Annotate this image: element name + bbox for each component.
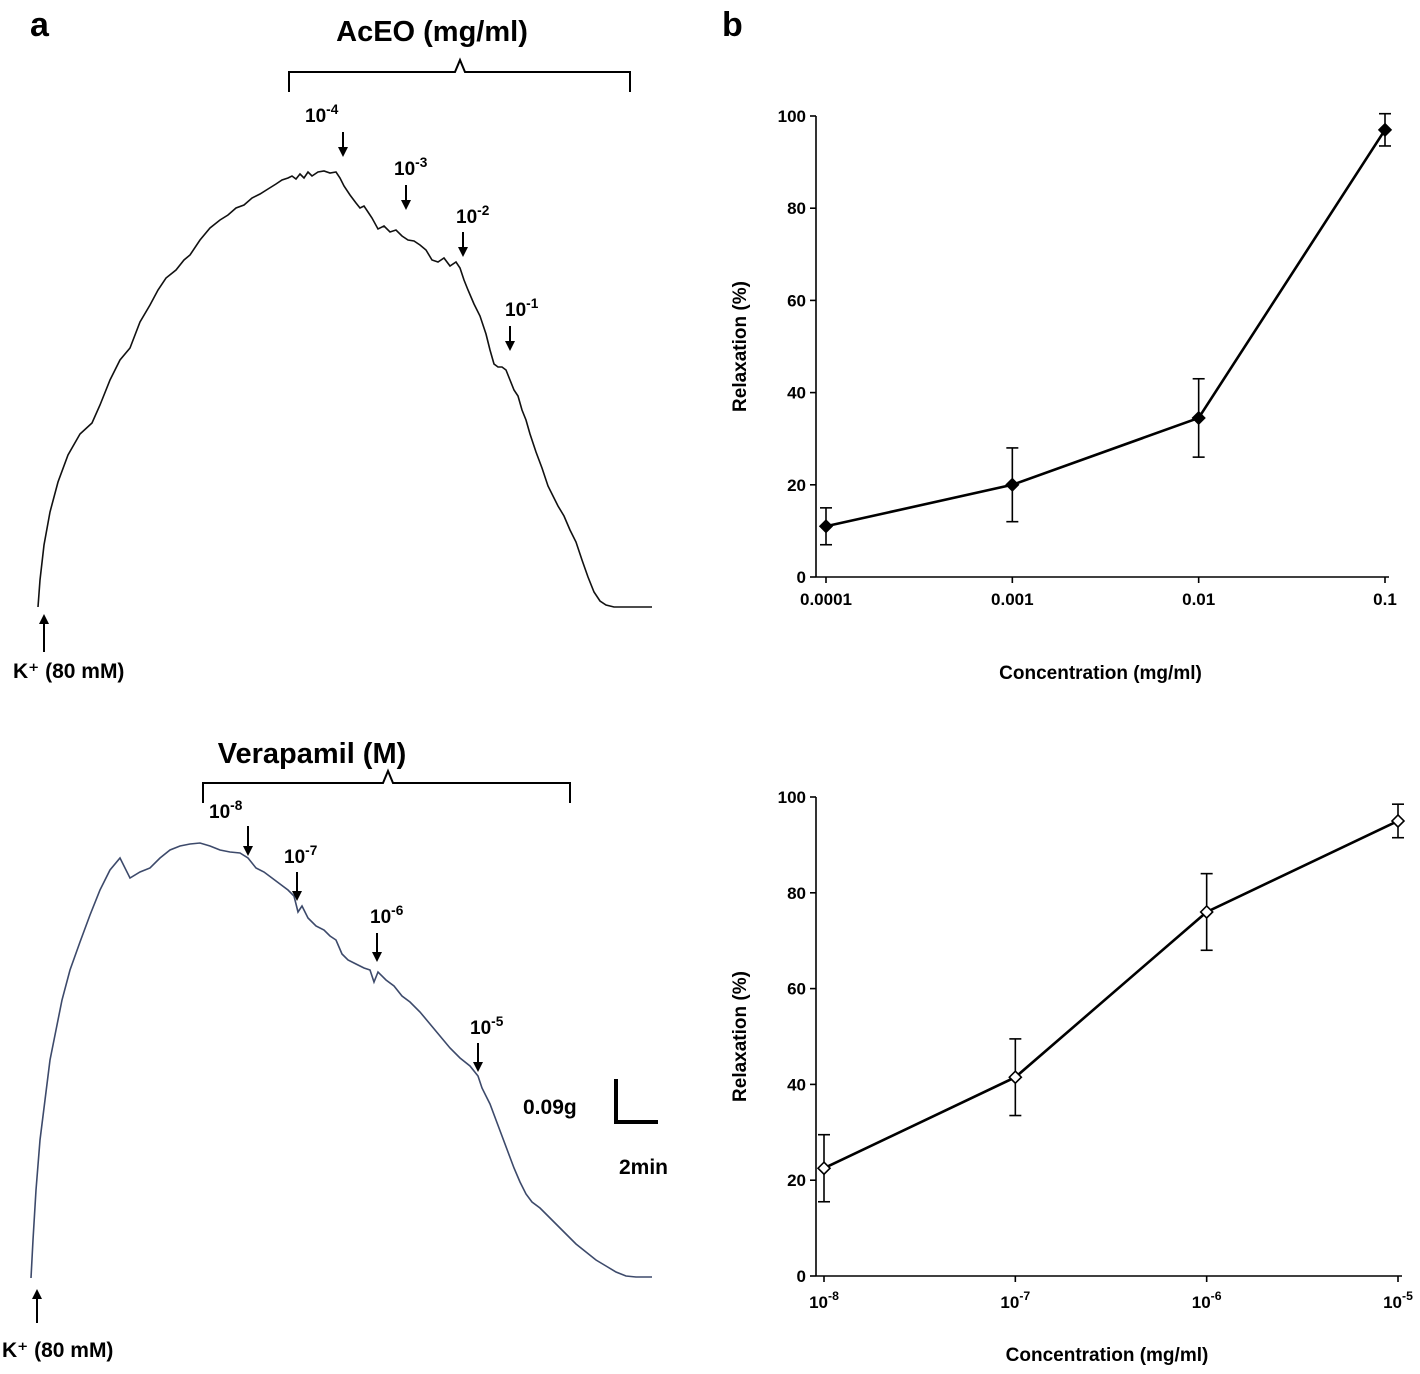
verapamil-dose-label-2-exponent: -6: [391, 903, 404, 918]
aceo-chart-y-tick-label-2: 40: [787, 384, 806, 403]
aceo-chart-x-tick-label-1: 0.001: [991, 590, 1034, 609]
aceo-chart-y-tick-label-5: 100: [778, 107, 806, 126]
aceo-dose-arrowhead-0: [338, 147, 348, 157]
aceo-dose-label-3: 10-1: [505, 296, 539, 321]
verapamil-chart-x-tick-label-0: 10-8: [809, 1289, 839, 1312]
verapamil-contraction-trace: [30, 842, 652, 1279]
aceo-dose-arrowhead-3: [505, 341, 515, 351]
verapamil-dose-label-3-base: 10: [470, 1018, 491, 1039]
aceo-chart-y-axis-title: Relaxation (%): [730, 281, 751, 412]
verapamil-k-arrowhead: [32, 1289, 42, 1299]
chart-aceo: 0 20 40 60 80 100 0.0001 0.001 0.01 0.1 Concentrat…: [730, 107, 1397, 684]
aceo-dose-label-0: 10-4: [305, 102, 339, 127]
aceo-chart-data-point-1: [1005, 477, 1020, 492]
aceo-chart-y-tick-label-4: 80: [787, 199, 806, 218]
verapamil-chart-x-axis-title: Concentration (mg/ml): [1006, 1345, 1209, 1366]
verapamil-chart-x-tick-label-1: 10-7: [1000, 1289, 1030, 1312]
verapamil-dose-label-2-base: 10: [370, 907, 391, 928]
aceo-dose-markers: 10-410-310-210-1: [305, 102, 539, 351]
verapamil-bracket: [202, 768, 571, 803]
aceo-k-arrowhead: [39, 614, 49, 624]
aceo-chart-y-tick-label-3: 60: [787, 291, 806, 310]
aceo-dose-label-3-exponent: -1: [526, 296, 539, 311]
verapamil-dose-arrowhead-1: [292, 891, 302, 901]
verapamil-dose-label-0: 10-8: [209, 798, 243, 823]
aceo-dose-arrowhead-1: [401, 200, 411, 210]
trace-verapamil: Verapamil (M) K⁺ (80 mM) 10-810-710-610-…: [2, 738, 668, 1362]
aceo-dose-label-0-base: 10: [305, 106, 326, 127]
verapamil-chart-x-tick-label-3-exponent: -5: [1402, 1289, 1413, 1303]
aceo-chart-x-tick-label-0: 0.0001: [800, 590, 852, 609]
aceo-agent-label: AcEO (mg/ml): [336, 16, 528, 48]
verapamil-dose-label-0-exponent: -8: [230, 798, 243, 813]
verapamil-chart-x-tick-label-3: 10-5: [1383, 1289, 1413, 1312]
verapamil-dose-label-1-base: 10: [284, 847, 305, 868]
verapamil-chart-y-tick-label-4: 80: [787, 884, 806, 903]
verapamil-stimulus-label: K⁺ (80 mM): [2, 1339, 113, 1362]
aceo-chart-data-point-0: [818, 519, 834, 534]
aceo-dose-label-1-exponent: -3: [415, 155, 428, 170]
verapamil-chart-x-tick-label-2: 10-6: [1192, 1289, 1222, 1312]
panel-label-b: b: [722, 6, 743, 44]
aceo-bracket: [288, 57, 631, 92]
verapamil-chart-x-tick-label-1-exponent: -7: [1019, 1289, 1030, 1303]
verapamil-dose-label-1-exponent: -7: [305, 843, 317, 858]
aceo-chart-data-point-2: [1191, 410, 1206, 426]
aceo-dose-label-2: 10-2: [456, 203, 490, 228]
verapamil-chart-x-tick-label-0-exponent: -8: [828, 1289, 839, 1303]
scale-force-label: 0.09g: [523, 1096, 577, 1119]
verapamil-agent-label: Verapamil (M): [218, 738, 407, 770]
aceo-stimulus-label: K⁺ (80 mM): [13, 660, 124, 683]
scale-time-label: 2min: [619, 1156, 668, 1179]
verapamil-chart-data-point-2: [1199, 904, 1214, 920]
aceo-chart-x-tick-label-2: 0.01: [1182, 590, 1215, 609]
verapamil-dose-label-3: 10-5: [470, 1014, 504, 1039]
verapamil-chart-data-point-0: [816, 1161, 832, 1176]
verapamil-chart-y-tick-label-0: 0: [797, 1267, 806, 1286]
verapamil-dose-arrowhead-2: [372, 952, 382, 962]
verapamil-chart-y-axis-title: Relaxation (%): [730, 971, 751, 1102]
aceo-dose-label-1: 10-3: [394, 155, 428, 180]
verapamil-dose-markers: 10-810-710-610-5: [209, 798, 504, 1072]
verapamil-chart-x-tick-label-3-base: 10: [1383, 1293, 1402, 1312]
verapamil-chart-x-tick-label-2-base: 10: [1192, 1293, 1211, 1312]
verapamil-chart-x-tick-label-0-base: 10: [809, 1293, 828, 1312]
verapamil-chart-x-tick-label-1-base: 10: [1000, 1293, 1019, 1312]
aceo-chart-series-line-0: [825, 129, 1387, 528]
aceo-chart-data-point-3: [1377, 122, 1393, 137]
verapamil-dose-label-3-exponent: -5: [491, 1014, 504, 1029]
verapamil-chart-y-tick-label-5: 100: [778, 788, 806, 807]
verapamil-dose-label-0-base: 10: [209, 802, 230, 823]
verapamil-chart-y-tick-label-1: 20: [787, 1171, 806, 1190]
verapamil-chart-series-line-0: [823, 819, 1399, 1170]
scale-bar: [614, 1079, 658, 1124]
aceo-chart-x-tick-label-3: 0.1: [1373, 590, 1397, 609]
verapamil-chart-y-tick-label-2: 40: [787, 1075, 806, 1094]
aceo-dose-label-2-base: 10: [456, 207, 477, 228]
trace-aceo: AcEO (mg/ml) K⁺ (80 mM) 10-410-310-210-1: [13, 16, 652, 683]
aceo-dose-arrowhead-2: [458, 247, 468, 257]
aceo-contraction-trace: [37, 170, 652, 608]
panel-label-a: a: [30, 6, 50, 44]
verapamil-chart-data-point-1: [1008, 1070, 1023, 1085]
verapamil-dose-label-1: 10-7: [284, 843, 317, 868]
aceo-dose-label-0-exponent: -4: [326, 102, 339, 117]
verapamil-dose-arrowhead-0: [243, 846, 253, 856]
aceo-chart-x-axis-title: Concentration (mg/ml): [999, 663, 1202, 684]
verapamil-dose-arrowhead-3: [473, 1062, 483, 1072]
aceo-dose-label-3-base: 10: [505, 300, 526, 321]
verapamil-dose-label-2: 10-6: [370, 903, 404, 928]
aceo-dose-label-2-exponent: -2: [477, 203, 490, 218]
verapamil-chart-data-point-3: [1390, 813, 1406, 829]
verapamil-chart-y-tick-label-3: 60: [787, 980, 806, 999]
verapamil-chart-x-tick-label-2-exponent: -6: [1211, 1289, 1222, 1303]
aceo-chart-y-tick-label-0: 0: [797, 568, 806, 587]
aceo-chart-y-tick-label-1: 20: [787, 476, 806, 495]
aceo-dose-label-1-base: 10: [394, 159, 415, 180]
